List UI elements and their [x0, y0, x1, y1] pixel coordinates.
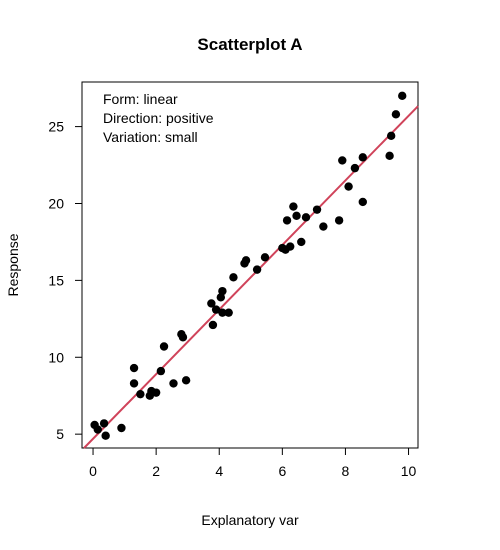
data-point-17 [181, 376, 191, 385]
points-group [90, 91, 407, 440]
data-point-19 [208, 320, 218, 330]
data-point-28 [252, 265, 262, 274]
y-tick-label-5: 5 [56, 426, 64, 442]
data-point-46 [385, 151, 394, 161]
data-point-39 [319, 222, 328, 231]
data-point-36 [297, 237, 306, 247]
annotations-group: Form: linear Direction: positive Variation… [103, 91, 214, 145]
data-point-24 [224, 308, 233, 317]
data-point-32 [282, 216, 292, 225]
data-point-16 [178, 333, 188, 342]
data-point-34 [289, 202, 298, 211]
data-point-11 [151, 388, 161, 397]
data-point-41 [338, 156, 347, 165]
y-axis-label: Response [5, 233, 21, 296]
x-tick-label-10: 10 [401, 463, 417, 479]
data-point-22 [218, 286, 227, 296]
data-point-48 [391, 110, 401, 119]
data-point-42 [344, 182, 353, 191]
y-tick-label-15: 15 [48, 272, 64, 288]
data-point-44 [358, 153, 367, 162]
data-point-43 [350, 163, 360, 173]
data-point-47 [386, 131, 396, 141]
x-tick-label-0: 0 [89, 463, 97, 479]
fit-line [83, 105, 419, 449]
data-point-27 [241, 256, 251, 265]
y-tick-label-10: 10 [48, 349, 64, 365]
data-point-45 [358, 197, 367, 207]
data-point-12 [156, 366, 166, 376]
data-point-23 [218, 308, 227, 317]
data-point-33 [286, 242, 295, 251]
data-point-35 [292, 211, 301, 220]
x-axis: 0 2 4 6 8 10 [89, 447, 417, 479]
fit-line-group [83, 105, 419, 449]
x-axis-label: Explanatory var [201, 512, 299, 528]
data-point-20 [211, 305, 221, 314]
x-tick-label-8: 8 [342, 463, 350, 479]
data-point-13 [159, 342, 169, 351]
data-point-7 [129, 379, 139, 388]
y-axis: 5 10 15 20 25 [48, 119, 83, 442]
data-point-6 [129, 363, 139, 373]
x-tick-label-2: 2 [152, 463, 160, 479]
data-point-5 [117, 423, 126, 433]
x-tick-label-4: 4 [215, 463, 223, 479]
y-tick-label-20: 20 [48, 195, 64, 211]
annotation-2: Direction: positive [103, 110, 214, 126]
data-point-18 [207, 299, 216, 308]
data-point-25 [229, 273, 238, 282]
data-point-40 [334, 216, 344, 225]
data-point-14 [169, 379, 178, 388]
data-point-29 [260, 253, 270, 262]
annotation-3: Variation: small [103, 129, 198, 145]
data-point-49 [398, 91, 407, 101]
annotation-1: Form: linear [103, 91, 178, 107]
data-point-38 [312, 205, 322, 214]
data-point-2 [93, 425, 102, 434]
y-tick-label-25: 25 [48, 119, 64, 135]
chart-title: Scatterplot A [197, 35, 302, 54]
x-tick-label-6: 6 [278, 463, 286, 479]
data-point-8 [136, 389, 145, 399]
data-point-4 [101, 431, 110, 440]
data-point-37 [301, 213, 311, 222]
data-point-3 [99, 419, 109, 428]
